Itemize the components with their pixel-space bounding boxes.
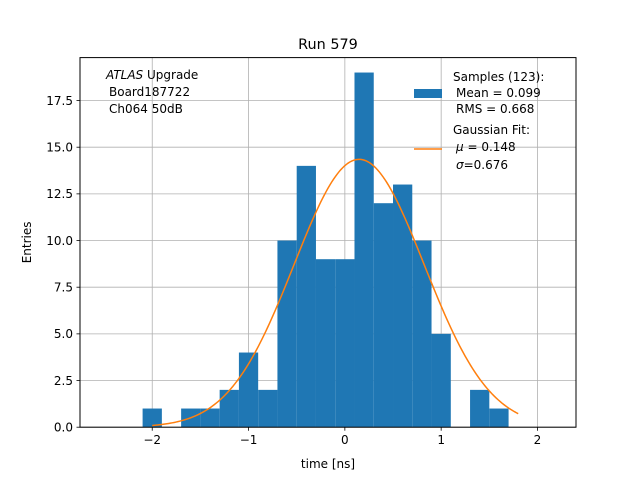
histogram-bar [470,389,490,428]
legend-fit-mu: μ = 0.148 [455,140,516,154]
legend-samples-rms: RMS = 0.668 [456,102,534,116]
histogram-bar [219,389,239,428]
atlas-annotation: ATLAS Upgrade Board187722 Ch064 50dB [105,68,198,116]
legend-mu-value: = 0.148 [464,140,516,154]
axes-frame [79,57,577,428]
gaussian-fit-curve [152,158,519,427]
histogram-bar [373,203,394,428]
histogram-bar [489,408,509,428]
y-tick-label: 2.5 [54,374,73,388]
y-axis-label: Entries [20,222,34,264]
legend-fit-sigma: σ=0.676 [456,158,508,172]
legend-sigma-value: =0.676 [464,158,508,172]
y-tick-label: 5.0 [54,327,73,341]
annotation-line1: ATLAS Upgrade [105,68,198,82]
y-tick-label: 10.0 [46,234,73,248]
y-tick-label: 15.0 [46,141,73,155]
histogram-bar [354,72,374,428]
histogram-bar [315,259,336,428]
histogram-bar [412,240,432,428]
y-tick-label: 7.5 [54,281,73,295]
gaussian-fit [152,158,519,427]
x-axis-label: time [ns] [301,457,355,471]
annotation-channel: Ch064 50dB [109,102,183,116]
legend-samples-swatch [414,89,442,98]
legend-sigma-symbol: σ [456,158,464,172]
chart-title: Run 579 [298,37,358,53]
histogram-bar [296,165,316,428]
y-tick-label: 0.0 [54,421,73,435]
legend-mu-symbol: μ [455,140,464,154]
histogram-bar [258,389,278,428]
annotation-atlas: ATLAS [105,68,144,82]
x-tick-label: 2 [534,433,542,447]
histogram-bar [431,333,451,428]
histogram-bars [142,72,509,428]
histogram-bar [335,259,355,428]
grid [80,57,576,428]
y-tick-label: 17.5 [46,94,73,108]
x-tick-label: 0 [341,433,349,447]
legend: Samples (123): Mean = 0.099 RMS = 0.668 … [414,70,544,172]
x-axis-ticks: −2 −1 0 1 2 [143,427,541,447]
legend-fit-label: Gaussian Fit: [453,123,530,137]
y-tick-label: 12.5 [46,187,73,201]
annotation-upgrade: Upgrade [143,68,198,82]
histogram-bar [277,240,297,428]
histogram-bar [200,408,220,428]
x-tick-label: −1 [240,433,258,447]
legend-samples-mean: Mean = 0.099 [456,86,541,100]
histogram-bar [142,408,162,428]
x-tick-label: −2 [143,433,161,447]
y-axis-ticks: 0.0 2.5 5.0 7.5 10.0 12.5 15.0 17.5 [46,94,80,435]
legend-samples-label: Samples (123): [453,70,544,84]
annotation-board: Board187722 [109,85,190,99]
histogram-bar [393,184,413,428]
x-tick-label: 1 [437,433,445,447]
